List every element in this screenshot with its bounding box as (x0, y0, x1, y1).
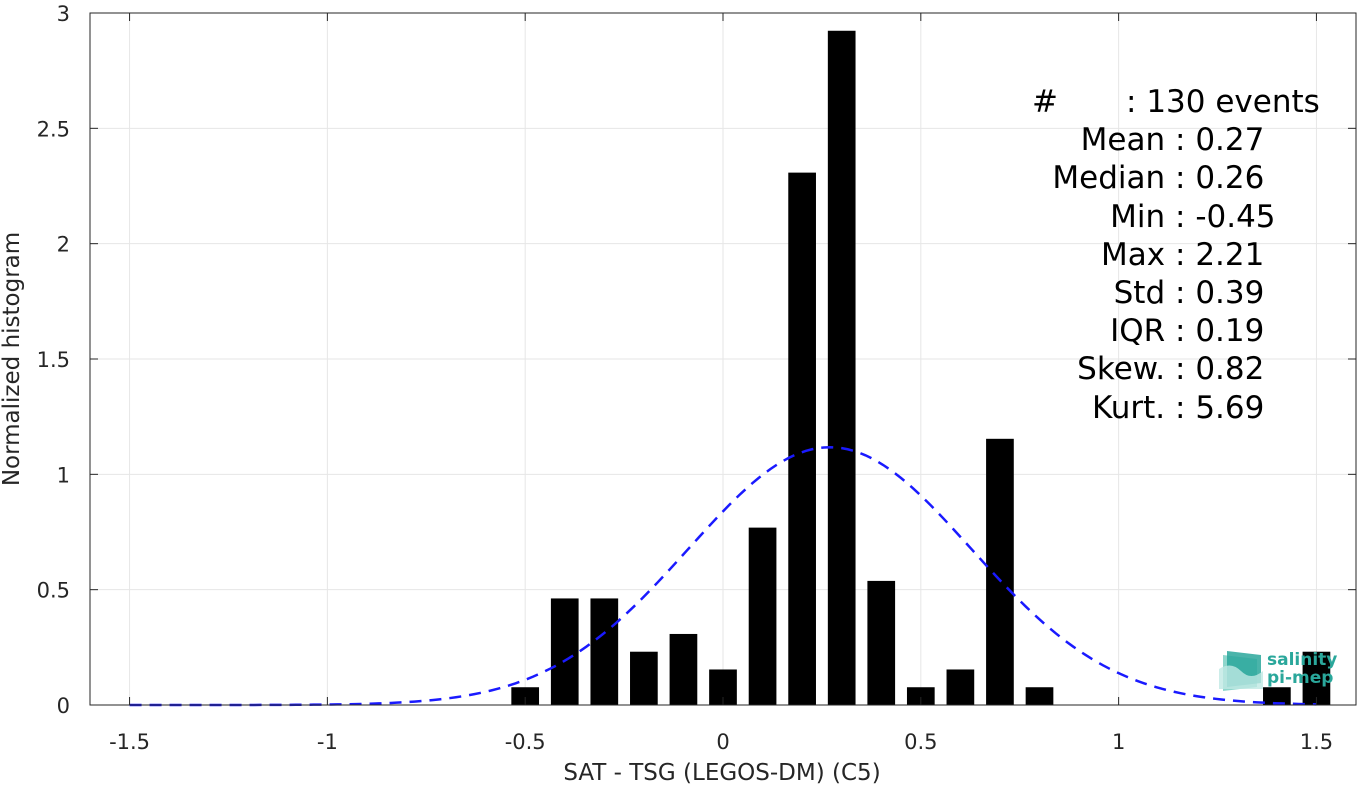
gaussian-fit-curve (129, 445, 1317, 707)
salinity-pi-mep-logo: salinity pi-mep (1217, 649, 1347, 694)
y-axis-label: Normalized histogram (0, 232, 25, 486)
bar-11 (946, 669, 975, 705)
stat-value: 5.69 (1195, 389, 1265, 426)
stat-label: Max (1101, 236, 1175, 273)
stat-value: 0.39 (1195, 275, 1265, 311)
stat-value: 0.82 (1195, 351, 1265, 388)
stat-label: Mean (1080, 122, 1175, 159)
x-axis-label: SAT - TSG (LEGOS-DM) (C5) (563, 760, 880, 785)
y-tick-label-1: 0.5 (37, 579, 70, 603)
stat-label: Std (1113, 275, 1175, 311)
x-tick-label-1: -1 (317, 730, 338, 754)
stat-row: Kurt. : 5.69 (1000, 390, 1264, 428)
stat-value: 2.21 (1195, 236, 1265, 273)
stat-separator: : (1126, 84, 1147, 120)
stat-row: Median : 0.26 (1000, 160, 1264, 198)
stat-row: Max : 2.21 (1000, 237, 1264, 275)
stat-separator: : (1175, 122, 1196, 159)
stat-label: Kurt. (1091, 389, 1175, 426)
stat-value: -0.45 (1195, 198, 1276, 235)
y-tick-label-0: 0 (57, 694, 70, 718)
stat-row: Mean : 0.27 (1000, 122, 1265, 160)
y-tick-label-2: 1 (57, 463, 70, 487)
bar-10 (906, 687, 935, 705)
y-tick-label-3: 1.5 (37, 348, 70, 372)
y-axis-ticks: 0 0.5 1 1.5 2 2.5 3 (37, 2, 1356, 718)
stat-value: 0.27 (1195, 122, 1265, 159)
stat-label: Min (1110, 198, 1175, 235)
bar-4 (669, 633, 698, 705)
stat-value: 0.19 (1195, 313, 1265, 350)
stat-row: IQR : 0.19 (1000, 313, 1264, 351)
stat-row: Min : -0.45 (1000, 198, 1276, 237)
bar-12 (986, 438, 1014, 705)
bar-13 (1025, 687, 1054, 705)
logo-text-line2: pi-mep (1267, 668, 1334, 688)
logo-text-line1: salinity (1267, 650, 1338, 670)
bar-2 (590, 598, 619, 705)
stat-label: Skew. (1077, 351, 1175, 388)
stat-row: Std : 0.39 (1000, 275, 1265, 313)
stat-separator: : (1175, 236, 1196, 273)
bar-14 (1263, 687, 1291, 705)
stat-separator: : (1175, 389, 1196, 426)
wave-logo-icon (1219, 651, 1263, 691)
stat-value: 130 events (1146, 84, 1320, 120)
stat-separator: : (1175, 351, 1196, 388)
stat-label: # (1032, 84, 1078, 120)
stat-value: 0.26 (1195, 160, 1265, 197)
x-tick-label-6: 1.5 (1300, 730, 1333, 754)
stat-label: IQR (1110, 313, 1175, 350)
stat-row: Skew. : 0.82 (1000, 351, 1264, 389)
x-tick-label-0: -1.5 (109, 730, 150, 754)
stat-row: # : 130 events (1032, 84, 1320, 122)
stat-separator: : (1175, 313, 1196, 350)
bar-15 (1302, 651, 1331, 705)
x-tick-label-2: -0.5 (505, 730, 546, 754)
x-tick-label-4: 0.5 (904, 730, 937, 754)
bar-8 (827, 30, 856, 705)
bar-9 (867, 580, 896, 705)
bar-6 (748, 527, 777, 705)
bar-0 (511, 687, 540, 705)
bar-7 (788, 172, 816, 705)
x-tick-label-5: 1 (1112, 730, 1125, 754)
y-tick-label-5: 2.5 (37, 117, 70, 141)
stat-separator: : (1175, 198, 1196, 235)
y-tick-label-6: 3 (57, 2, 70, 26)
stat-label: Median (1052, 160, 1175, 197)
y-tick-label-4: 2 (57, 233, 70, 257)
stat-separator: : (1175, 160, 1196, 197)
stat-separator: : (1175, 275, 1196, 311)
bar-3 (630, 651, 658, 705)
bars (511, 30, 1331, 705)
x-tick-label-3: 0 (716, 730, 729, 754)
x-axis-ticks: -1.5 -1 -0.5 0 0.5 1 1.5 (109, 13, 1333, 754)
bar-1 (550, 598, 579, 705)
